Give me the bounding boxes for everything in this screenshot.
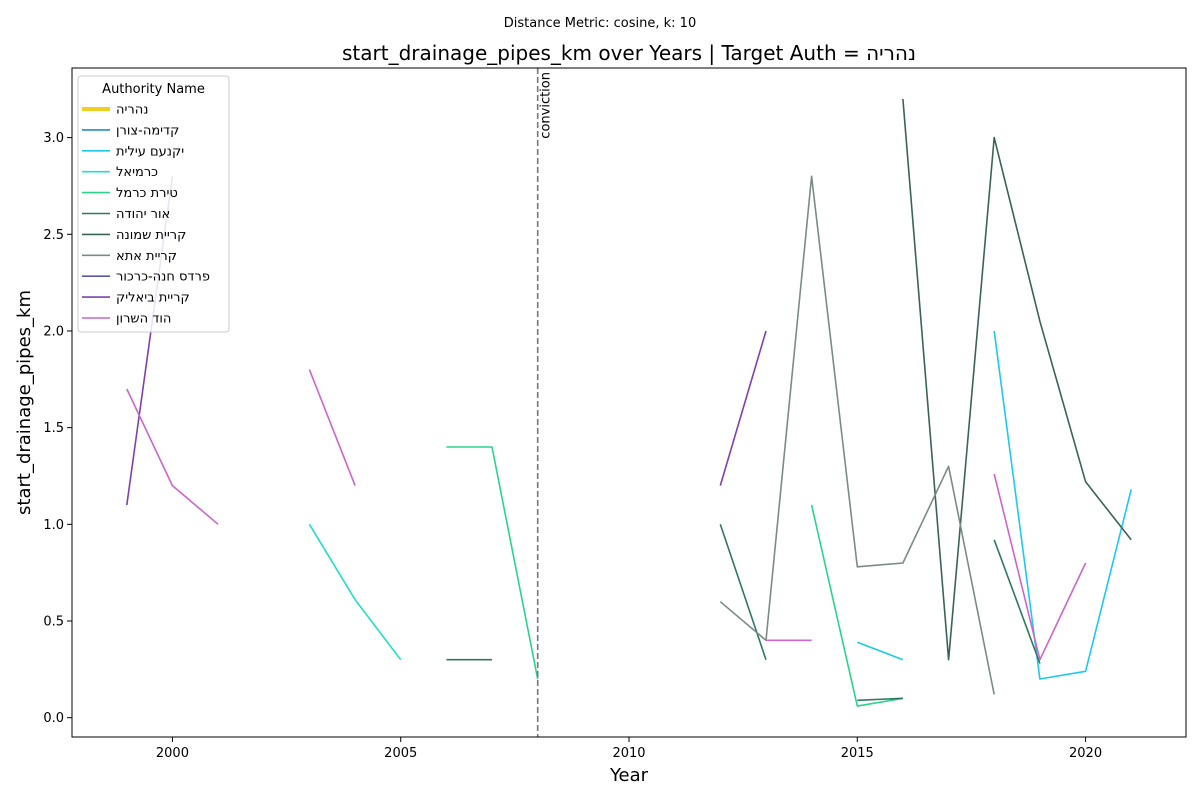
legend-label: הוד השרון	[116, 312, 171, 327]
legend-label: קריית ביאליק	[116, 291, 190, 306]
chart-suptitle: Distance Metric: cosine, k: 10	[504, 16, 696, 31]
y-tick-label: 1.0	[43, 518, 64, 533]
y-tick-label: 1.5	[43, 421, 64, 436]
series-line-10-0	[126, 388, 219, 525]
x-tick-label: 2005	[384, 746, 417, 761]
y-tick-label: 2.5	[43, 228, 64, 243]
legend-label: יקנעם עילית	[116, 144, 184, 159]
y-tick-label: 2.0	[43, 324, 64, 339]
legend-title: Authority Name	[102, 82, 205, 97]
x-tick-label: 2015	[841, 746, 874, 761]
legend-label: פרדס חנה-כרכור	[116, 270, 210, 285]
x-axis-label: Year	[609, 765, 649, 786]
x-tick-label: 2000	[156, 746, 189, 761]
vline-label: conviction	[539, 72, 554, 139]
series-line-2-0	[857, 641, 904, 661]
plot-frame	[71, 67, 1187, 738]
series-line-5-2	[857, 697, 903, 702]
series-line-5-1	[719, 524, 767, 660]
series-line-4-0	[446, 446, 539, 680]
series-line-10-1	[308, 369, 356, 486]
series-line-6-0	[902, 98, 1132, 661]
x-tick-label: 2010	[612, 746, 645, 761]
chart-title: start_drainage_pipes_km over Years | Tar…	[342, 41, 916, 65]
series-line-3-0	[308, 523, 402, 661]
legend-label: כרמיאל	[116, 165, 158, 180]
legend-label: טירת כרמל	[116, 186, 178, 201]
plot-area	[126, 98, 1132, 707]
legend-label: אור יהודה	[116, 207, 170, 222]
series-line-5-3	[993, 539, 1041, 664]
series-line-2-1	[993, 330, 1132, 680]
y-tick-label: 0.0	[43, 711, 64, 726]
x-tick-label: 2020	[1069, 746, 1102, 761]
legend-label: קדימה-צורן	[116, 123, 179, 138]
y-tick-label: 0.5	[43, 614, 64, 629]
series-line-10-3	[993, 473, 1087, 661]
series-line-9-1	[719, 330, 767, 486]
y-tick-label: 3.0	[43, 131, 64, 146]
legend-box	[77, 75, 230, 333]
y-axis-label: start_drainage_pipes_km	[14, 290, 35, 515]
legend-label: קריית שמונה	[116, 228, 186, 243]
legend-label: קריית אתא	[116, 249, 177, 264]
legend-label: נהריה	[116, 103, 148, 118]
series-line-4-1	[810, 504, 904, 707]
